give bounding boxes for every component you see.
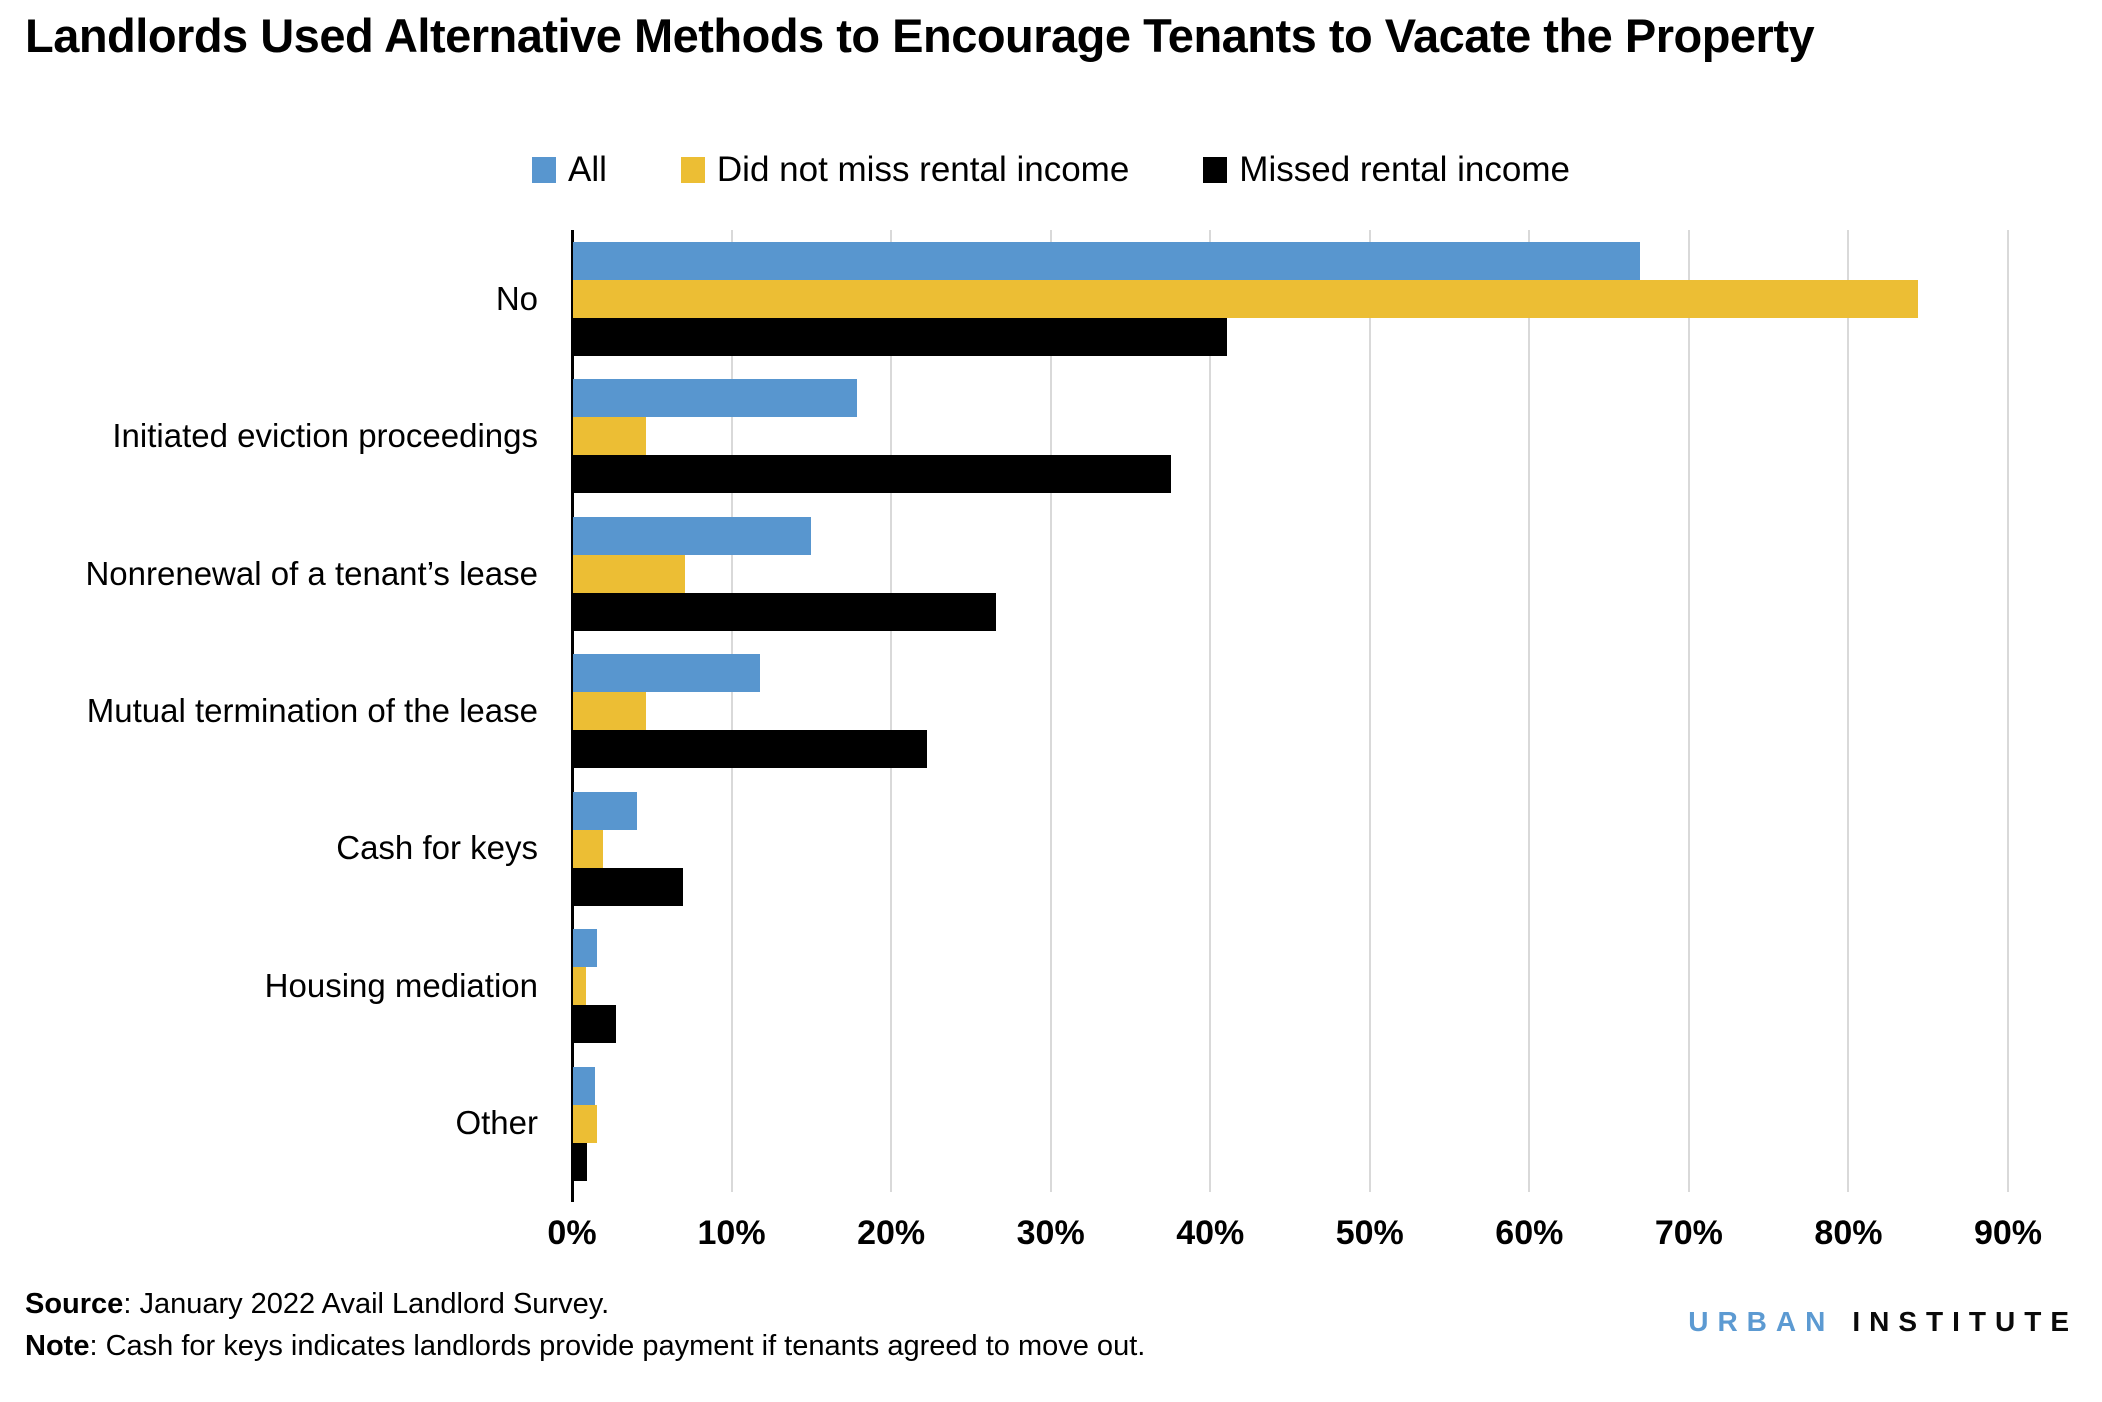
gridline <box>1687 230 1690 1192</box>
legend-label-all: All <box>568 150 607 189</box>
bar-missed-rental-income-initiated-eviction-proceedings <box>573 455 1172 494</box>
chart-title: Landlords Used Alternative Methods to En… <box>25 9 1815 62</box>
bar-did-not-miss-rental-income-mutual-termination-of-the-lease <box>573 692 647 731</box>
source-prefix: Source <box>25 1288 124 1320</box>
x-tick-label: 0% <box>547 1214 597 1252</box>
bar-all-mutual-termination-of-the-lease <box>573 654 760 693</box>
category-label-cash-for-keys: Cash for keys <box>336 829 538 867</box>
legend: All Did not miss rental income Missed re… <box>0 150 2102 190</box>
bar-all-cash-for-keys <box>573 791 637 830</box>
logo-word-institute: INSTITUTE <box>1852 1306 2078 1337</box>
legend-item-did-not-miss: Did not miss rental income <box>680 150 1130 190</box>
gridline <box>1847 230 1850 1192</box>
gridline <box>1368 230 1371 1192</box>
bar-did-not-miss-rental-income-nonrenewal-of-a-tenant-s-lease <box>573 554 685 593</box>
x-tick-label: 60% <box>1495 1214 1564 1252</box>
bar-all-housing-mediation <box>573 929 597 968</box>
x-tick-label: 20% <box>857 1214 926 1252</box>
bar-missed-rental-income-other <box>573 1142 588 1181</box>
source-line: Source: January 2022 Avail Landlord Surv… <box>25 1288 609 1321</box>
bar-did-not-miss-rental-income-initiated-eviction-proceedings <box>573 417 647 456</box>
legend-label-did-not-miss: Did not miss rental income <box>716 150 1130 189</box>
bar-all-nonrenewal-of-a-tenant-s-lease <box>573 516 811 555</box>
bar-did-not-miss-rental-income-other <box>573 1104 597 1143</box>
bar-did-not-miss-rental-income-no <box>573 280 1919 318</box>
plot-area <box>571 230 2009 1202</box>
y-axis-line <box>571 230 574 1202</box>
bar-all-initiated-eviction-proceedings <box>573 379 857 418</box>
gridline <box>1049 230 1052 1192</box>
gridline <box>890 230 893 1192</box>
x-tick-label: 80% <box>1814 1214 1883 1252</box>
x-tick-label: 70% <box>1654 1214 1723 1252</box>
category-label-nonrenewal-of-a-tenant-s-lease: Nonrenewal of a tenant’s lease <box>85 554 538 592</box>
legend-item-all: All <box>532 150 607 190</box>
bar-missed-rental-income-cash-for-keys <box>573 867 684 906</box>
bar-missed-rental-income-nonrenewal-of-a-tenant-s-lease <box>573 592 996 631</box>
logo-word-urban: URBAN <box>1688 1306 1835 1337</box>
category-label-housing-mediation: Housing mediation <box>264 966 538 1004</box>
legend-item-missed: Missed rental income <box>1203 150 1570 190</box>
category-label-other: Other <box>455 1104 538 1142</box>
legend-swatch-did-not-miss-icon <box>680 157 705 183</box>
gridline <box>1209 230 1212 1192</box>
urban-institute-logo: URBAN INSTITUTE <box>1688 1306 2078 1338</box>
bar-missed-rental-income-mutual-termination-of-the-lease <box>573 730 928 769</box>
bar-missed-rental-income-housing-mediation <box>573 1005 617 1044</box>
legend-swatch-all-icon <box>532 157 556 183</box>
note-text: : Cash for keys indicates landlords prov… <box>89 1330 1146 1362</box>
gridline <box>730 230 733 1192</box>
category-label-initiated-eviction-proceedings: Initiated eviction proceedings <box>112 417 538 455</box>
category-label-mutual-termination-of-the-lease: Mutual termination of the lease <box>86 691 538 729</box>
bar-all-no <box>573 242 1641 280</box>
x-tick-label: 90% <box>1973 1214 2043 1252</box>
note-line: Note: Cash for keys indicates landlords … <box>25 1330 1145 1363</box>
note-prefix: Note <box>25 1330 90 1362</box>
category-label-no: No <box>495 279 538 317</box>
legend-swatch-missed-icon <box>1203 157 1228 183</box>
bar-missed-rental-income-no <box>573 318 1228 356</box>
bar-did-not-miss-rental-income-cash-for-keys <box>573 829 604 868</box>
source-text: : January 2022 Avail Landlord Survey. <box>123 1288 610 1320</box>
x-tick-label: 30% <box>1016 1214 1085 1252</box>
legend-label-missed: Missed rental income <box>1239 150 1570 189</box>
bar-did-not-miss-rental-income-housing-mediation <box>573 967 586 1006</box>
x-tick-label: 40% <box>1176 1214 1245 1252</box>
gridline <box>2007 230 2009 1192</box>
bar-all-other <box>573 1066 596 1105</box>
gridline <box>1528 230 1531 1192</box>
x-tick-label: 50% <box>1335 1214 1404 1252</box>
x-tick-label: 10% <box>697 1214 766 1252</box>
